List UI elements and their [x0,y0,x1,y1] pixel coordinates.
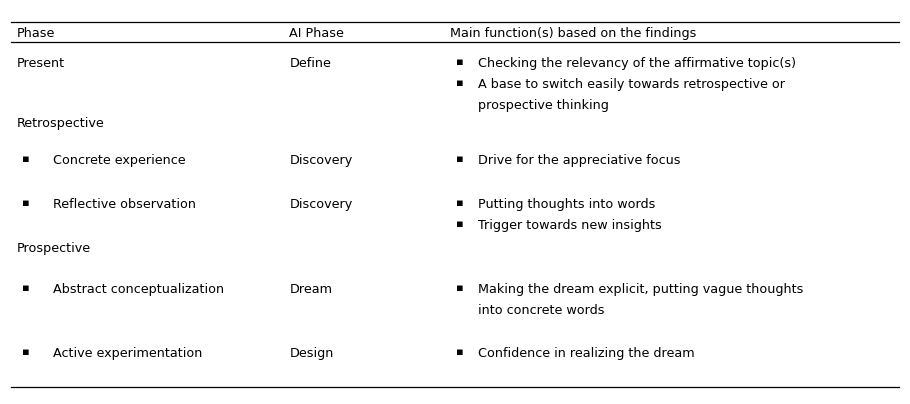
Text: Discovery: Discovery [289,198,353,211]
Text: ▪: ▪ [456,78,464,88]
Text: ▪: ▪ [456,154,464,164]
Text: Design: Design [289,347,334,360]
Text: Checking the relevancy of the affirmative topic(s): Checking the relevancy of the affirmativ… [478,57,795,69]
Text: Reflective observation: Reflective observation [53,198,196,211]
Text: Retrospective: Retrospective [16,117,104,130]
Text: ▪: ▪ [22,198,30,208]
Text: ▪: ▪ [456,283,464,293]
Text: Putting thoughts into words: Putting thoughts into words [478,198,655,211]
Text: A base to switch easily towards retrospective or: A base to switch easily towards retrospe… [478,78,784,90]
Text: ▪: ▪ [456,347,464,358]
Text: Making the dream explicit, putting vague thoughts: Making the dream explicit, putting vague… [478,283,804,296]
Text: ▪: ▪ [456,219,464,229]
Text: Trigger towards new insights: Trigger towards new insights [478,219,662,232]
Text: ▪: ▪ [456,57,464,67]
Text: ▪: ▪ [22,347,30,358]
Text: prospective thinking: prospective thinking [478,99,609,112]
Text: ▪: ▪ [22,154,30,164]
Text: Dream: Dream [289,283,332,296]
Text: AI Phase: AI Phase [289,27,344,40]
Text: Present: Present [16,57,65,69]
Text: ▪: ▪ [456,198,464,208]
Text: ▪: ▪ [22,283,30,293]
Text: Drive for the appreciative focus: Drive for the appreciative focus [478,154,681,166]
Text: Abstract conceptualization: Abstract conceptualization [53,283,224,296]
Text: Discovery: Discovery [289,154,353,166]
Text: Main function(s) based on the findings: Main function(s) based on the findings [450,27,697,40]
Text: Concrete experience: Concrete experience [53,154,186,166]
Text: Define: Define [289,57,331,69]
Text: Prospective: Prospective [16,242,90,255]
Text: into concrete words: into concrete words [478,304,604,317]
Text: Active experimentation: Active experimentation [53,347,202,360]
Text: Phase: Phase [16,27,55,40]
Text: Confidence in realizing the dream: Confidence in realizing the dream [478,347,694,360]
